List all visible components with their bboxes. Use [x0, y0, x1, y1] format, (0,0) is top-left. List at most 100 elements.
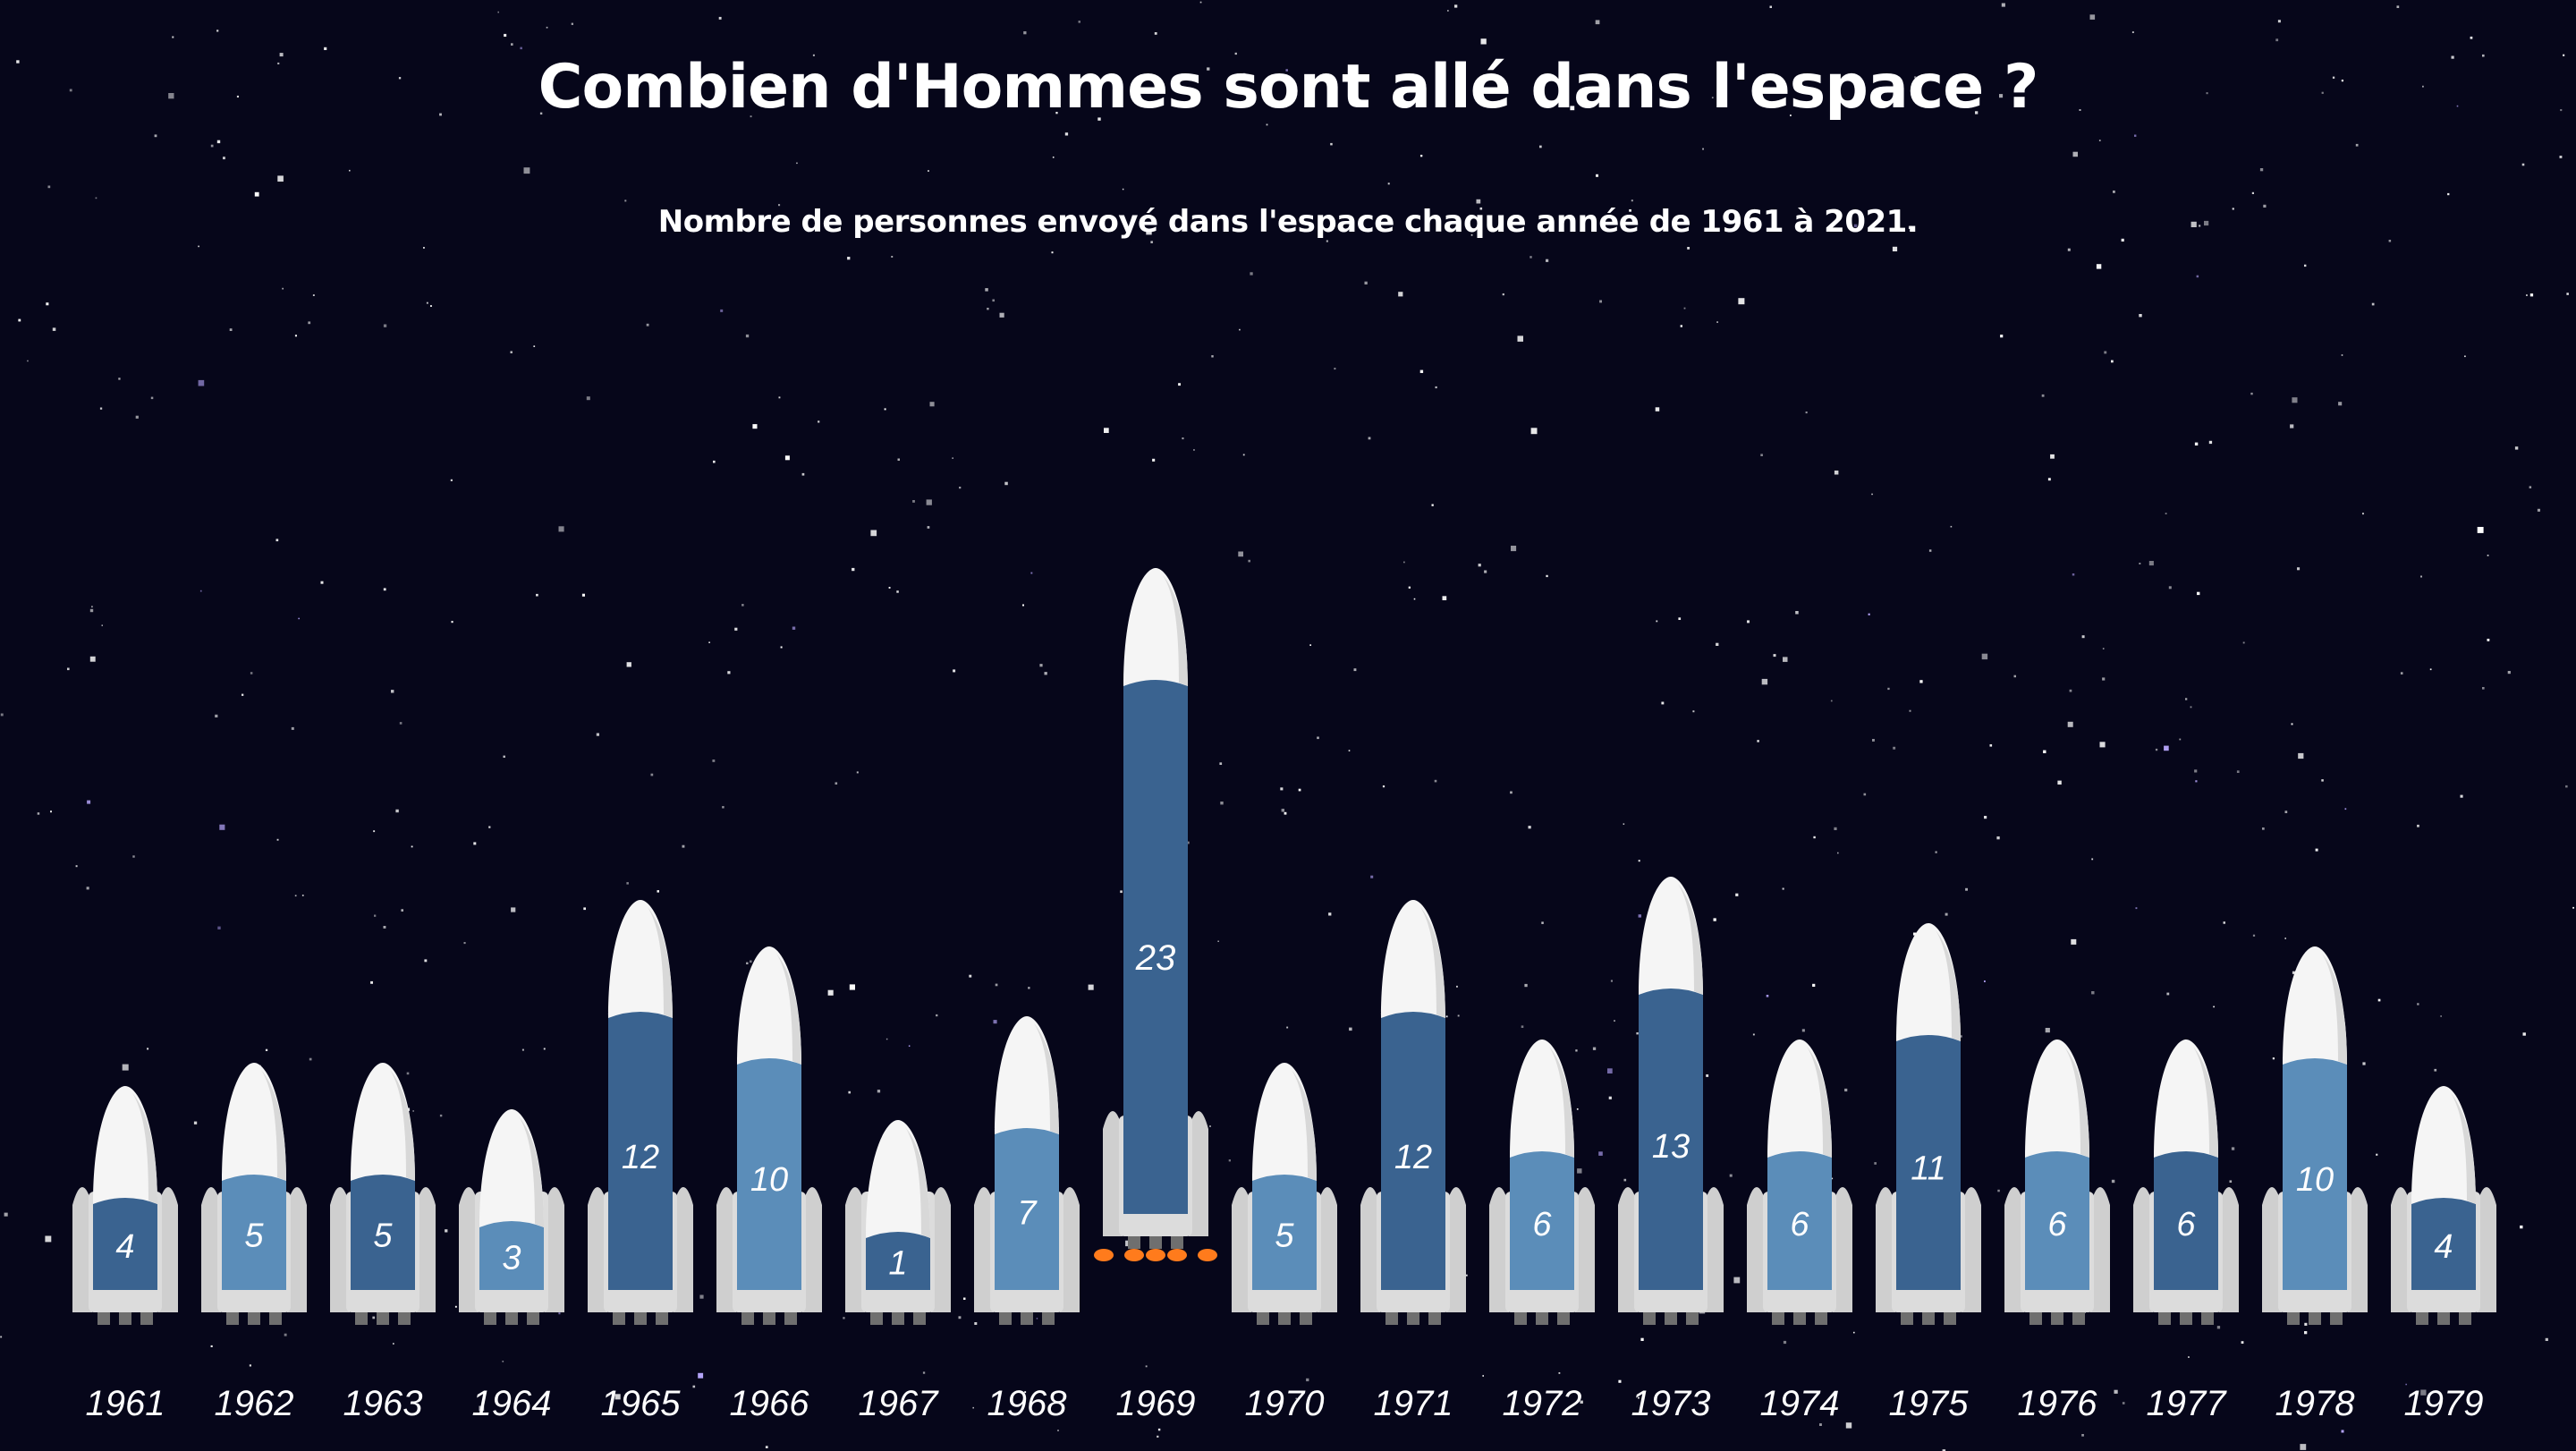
star	[1950, 525, 1953, 528]
nose-cone	[1252, 1063, 1317, 1181]
star	[1887, 687, 1890, 691]
star	[2362, 1062, 2366, 1065]
nose-cone	[2025, 1039, 2089, 1158]
star	[1078, 21, 1080, 23]
star	[1435, 386, 1437, 389]
star	[2102, 677, 2106, 681]
star	[294, 895, 297, 897]
star	[1834, 827, 1837, 830]
value-label-1961: 4	[115, 1228, 134, 1266]
tick-label-1976: 1976	[2018, 1384, 2098, 1423]
star	[2195, 780, 2198, 783]
star	[463, 942, 466, 945]
star	[1285, 69, 1288, 72]
star	[1735, 893, 1739, 896]
star	[2362, 513, 2364, 515]
star	[792, 80, 796, 82]
star	[1618, 1379, 1622, 1383]
star	[1186, 841, 1190, 844]
nose-shade	[261, 1070, 286, 1181]
star	[646, 323, 649, 327]
star	[1539, 145, 1542, 148]
star	[2131, 31, 2134, 33]
nose-cone	[479, 1109, 544, 1227]
star	[720, 309, 724, 312]
star	[2559, 156, 2563, 158]
tick-label-1962: 1962	[215, 1384, 294, 1423]
nozzle	[1428, 1312, 1441, 1325]
star	[722, 806, 724, 809]
star	[848, 1090, 851, 1094]
star	[216, 30, 219, 32]
star	[2275, 38, 2279, 42]
star	[1104, 428, 1109, 433]
star	[571, 22, 573, 25]
star	[818, 420, 820, 423]
star	[147, 1048, 149, 1050]
star	[399, 722, 402, 725]
star	[801, 472, 805, 476]
star	[1819, 1423, 1822, 1426]
star	[1248, 559, 1250, 563]
star	[172, 36, 174, 38]
star	[897, 458, 900, 461]
star	[778, 204, 781, 207]
star	[1517, 335, 1523, 342]
nose-shade	[2322, 954, 2347, 1065]
star	[89, 608, 94, 613]
star	[1023, 31, 1027, 35]
star	[2376, 1153, 2378, 1156]
star	[558, 526, 564, 532]
star	[401, 909, 403, 912]
star	[952, 457, 953, 459]
booster	[931, 1187, 951, 1312]
nozzle	[2330, 1312, 2343, 1325]
star	[1769, 5, 1772, 8]
nose-shade	[2064, 1047, 2089, 1158]
nozzle	[656, 1312, 668, 1325]
value-label-1972: 6	[1532, 1206, 1552, 1243]
star	[2341, 80, 2343, 82]
star	[784, 455, 790, 461]
star	[1368, 437, 1371, 440]
star	[718, 16, 722, 20]
nose-shade	[1936, 930, 1961, 1041]
star	[2304, 1322, 2308, 1326]
bar-1971	[1381, 1011, 1445, 1290]
star	[1608, 1096, 1612, 1099]
star	[1454, 4, 1458, 8]
booster	[716, 1187, 736, 1312]
bar-1963	[351, 1174, 415, 1290]
booster	[2477, 1187, 2496, 1312]
star	[712, 759, 716, 762]
star	[1893, 746, 1896, 750]
nozzle	[140, 1312, 153, 1325]
star	[1028, 987, 1030, 989]
star	[1984, 816, 1987, 819]
star	[1733, 1277, 1741, 1284]
nozzle	[1686, 1312, 1699, 1325]
star	[2460, 794, 2463, 798]
bar-1975	[1896, 1034, 1961, 1290]
value-label-1977: 6	[2176, 1206, 2196, 1243]
star	[746, 962, 749, 964]
star	[383, 926, 386, 929]
nose-cone	[1767, 1039, 1832, 1158]
rocket-bar: 12	[1360, 900, 1466, 1325]
star	[282, 287, 284, 290]
star	[974, 83, 977, 86]
star	[985, 288, 988, 292]
star	[391, 690, 394, 693]
star	[1408, 586, 1411, 589]
star	[1752, 1033, 1755, 1036]
nose-cone	[866, 1120, 930, 1238]
tick-label-1969: 1969	[1116, 1384, 1196, 1423]
star	[2164, 745, 2169, 751]
nozzle	[355, 1312, 368, 1325]
nose-shade	[1420, 907, 1445, 1018]
star	[1193, 449, 1195, 451]
star	[1154, 32, 1157, 35]
star	[1599, 300, 1602, 303]
star	[953, 669, 956, 673]
bar-1961	[93, 1197, 157, 1290]
